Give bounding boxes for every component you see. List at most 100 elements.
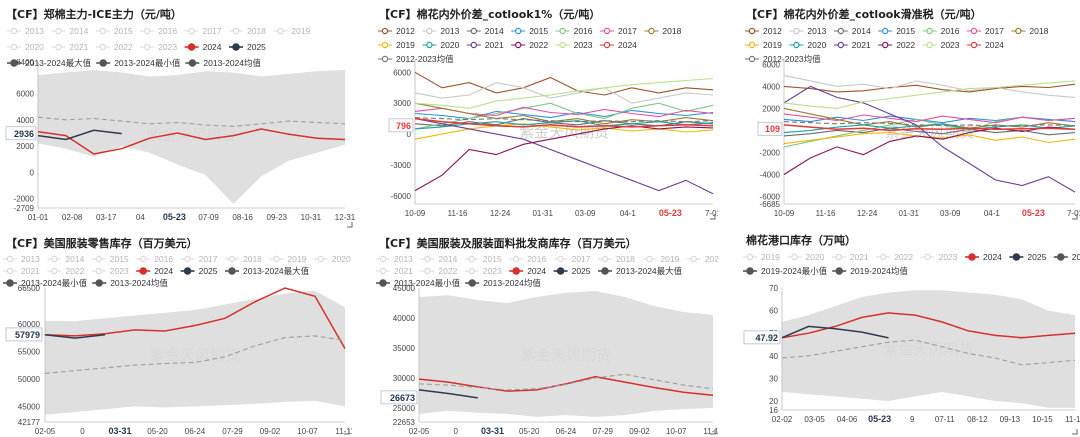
- series-line-2024: [44, 287, 346, 349]
- series-line-2013: [414, 82, 714, 104]
- legend-marker: [881, 27, 889, 35]
- x-tick-label: 08-16: [232, 213, 253, 222]
- series-line-2025: [44, 334, 106, 339]
- series-line-2015: [414, 109, 714, 120]
- legend-label: 2020: [332, 254, 351, 264]
- legend-marker: [881, 41, 889, 49]
- legend-item-2022: 2022: [511, 40, 548, 50]
- legend-item-2013: 2013: [3, 254, 40, 264]
- y-tick-label: -4000: [760, 170, 781, 179]
- legend-marker: [468, 279, 477, 287]
- legend-label: 2013: [807, 26, 826, 36]
- series-line-2021: [783, 85, 1076, 193]
- x-tick-label: 10-09: [774, 209, 795, 218]
- x-tick-label: 06-24: [185, 427, 206, 436]
- legend-marker: [95, 267, 103, 275]
- legend-item-2023: 2023: [920, 252, 958, 262]
- y-tick-label: 2000: [16, 142, 34, 151]
- legend-item-2014: 2014: [51, 26, 89, 36]
- legend-item-2019: 2019: [642, 254, 680, 264]
- x-tick-label: 10-07: [297, 427, 318, 436]
- resize-grip-icon: [1072, 214, 1078, 220]
- legend-item-2021: 2021: [831, 252, 869, 262]
- legend-item-2015: 2015: [95, 26, 133, 36]
- legend-marker: [187, 43, 196, 51]
- x-tick-label: 09-02: [629, 427, 650, 436]
- legend-item-2018: 2018: [598, 254, 635, 264]
- legend-item-2023: 2023: [922, 40, 960, 50]
- legend-marker: [603, 41, 611, 49]
- legend-item-2021: 2021: [3, 266, 40, 276]
- resize-grip-icon: [1072, 429, 1078, 435]
- resize-grip-icon: [710, 214, 716, 220]
- x-highlight-label: 05-23: [1022, 208, 1045, 218]
- legend-label: 2013-2024最小值: [394, 278, 461, 288]
- legend-item-2018: 2018: [644, 26, 682, 36]
- legend-item-2013: 2013: [789, 26, 827, 36]
- y-tick-label: 35000: [393, 344, 416, 353]
- x-tick-label: 11-16: [1065, 415, 1080, 424]
- x-tick-label: 07-29: [222, 427, 243, 436]
- legend-label: 2015: [529, 26, 548, 36]
- legend-item-2021: 2021: [51, 42, 89, 52]
- legend-label: 2015: [483, 254, 502, 264]
- series-line-2024: [418, 375, 714, 397]
- series-line-2012: [414, 71, 714, 96]
- legend-marker: [379, 267, 387, 275]
- y-tick-label: 22653: [393, 418, 416, 427]
- legend-marker: [6, 279, 14, 287]
- legend-label: 2021: [69, 42, 88, 52]
- range-band: [45, 290, 345, 415]
- range-band: [419, 291, 713, 417]
- series-line-2024: [783, 124, 1076, 132]
- x-tick-label: 12-31: [335, 213, 355, 222]
- resize-grip-icon: [710, 429, 716, 435]
- legend-item-2020: 2020: [787, 252, 825, 262]
- legend-label: 2014: [852, 26, 871, 36]
- x-highlight-label: 03-31: [108, 426, 131, 436]
- legend-item-2014: 2014: [466, 26, 504, 36]
- series-line-2025: [781, 325, 889, 339]
- legend-marker: [426, 27, 433, 35]
- legend-label: 2015: [114, 26, 133, 36]
- legend-marker: [184, 255, 191, 263]
- legend-item-2016: 2016: [140, 26, 177, 36]
- legend-item-2023: 2023: [91, 266, 129, 276]
- legend-item-2012-2023: 2012-2023均值: [745, 54, 821, 64]
- legend-marker: [232, 27, 240, 35]
- legend-label: 2014: [65, 254, 84, 264]
- legend-marker: [424, 267, 431, 275]
- legend-label: 2016: [527, 254, 546, 264]
- legend-marker: [381, 27, 389, 35]
- y-tick-label: 0: [30, 168, 35, 177]
- legend-marker: [556, 267, 565, 275]
- x-tick-label: 10-07: [666, 427, 687, 436]
- legend-label: 2018: [616, 254, 635, 264]
- legend-marker: [10, 27, 18, 35]
- chart-panel-us-apparel-wholesale-inventory: 【CF】美国服装及服装面料批发商库存（百万美元） 2013 2014 2015 2016…: [373, 232, 718, 437]
- legend-item-2025: 2025: [229, 42, 266, 52]
- legend-label: 2020: [705, 254, 718, 264]
- legend-marker: [468, 267, 476, 275]
- legend-marker: [748, 55, 756, 63]
- legend-marker: [51, 255, 58, 263]
- legend-label: 2013: [25, 26, 44, 36]
- legend-label: 2021: [394, 266, 413, 276]
- legend-marker: [926, 41, 933, 49]
- legend-label: 2016: [154, 254, 173, 264]
- legend-label: 2015: [110, 254, 129, 264]
- legend-marker: [968, 253, 976, 261]
- legend-marker: [139, 255, 147, 263]
- legend-item-2015: 2015: [91, 254, 129, 264]
- legend-label: 2025: [572, 266, 591, 276]
- chart-title: 【CF】棉花内外价差_cotlook滑准税（元/吨）: [746, 7, 982, 21]
- legend-item-2023: 2023: [555, 40, 593, 50]
- legend-label: 2022: [896, 40, 915, 50]
- legend-item-2013-2024: 2013-2024最小值: [96, 58, 181, 68]
- legend-label: 2019: [287, 254, 306, 264]
- legend-item-2017: 2017: [184, 26, 222, 36]
- y-tick-label: -6000: [391, 192, 412, 201]
- legend-marker: [514, 27, 522, 35]
- legend-label: 2025: [247, 42, 266, 52]
- legend-marker: [646, 255, 653, 263]
